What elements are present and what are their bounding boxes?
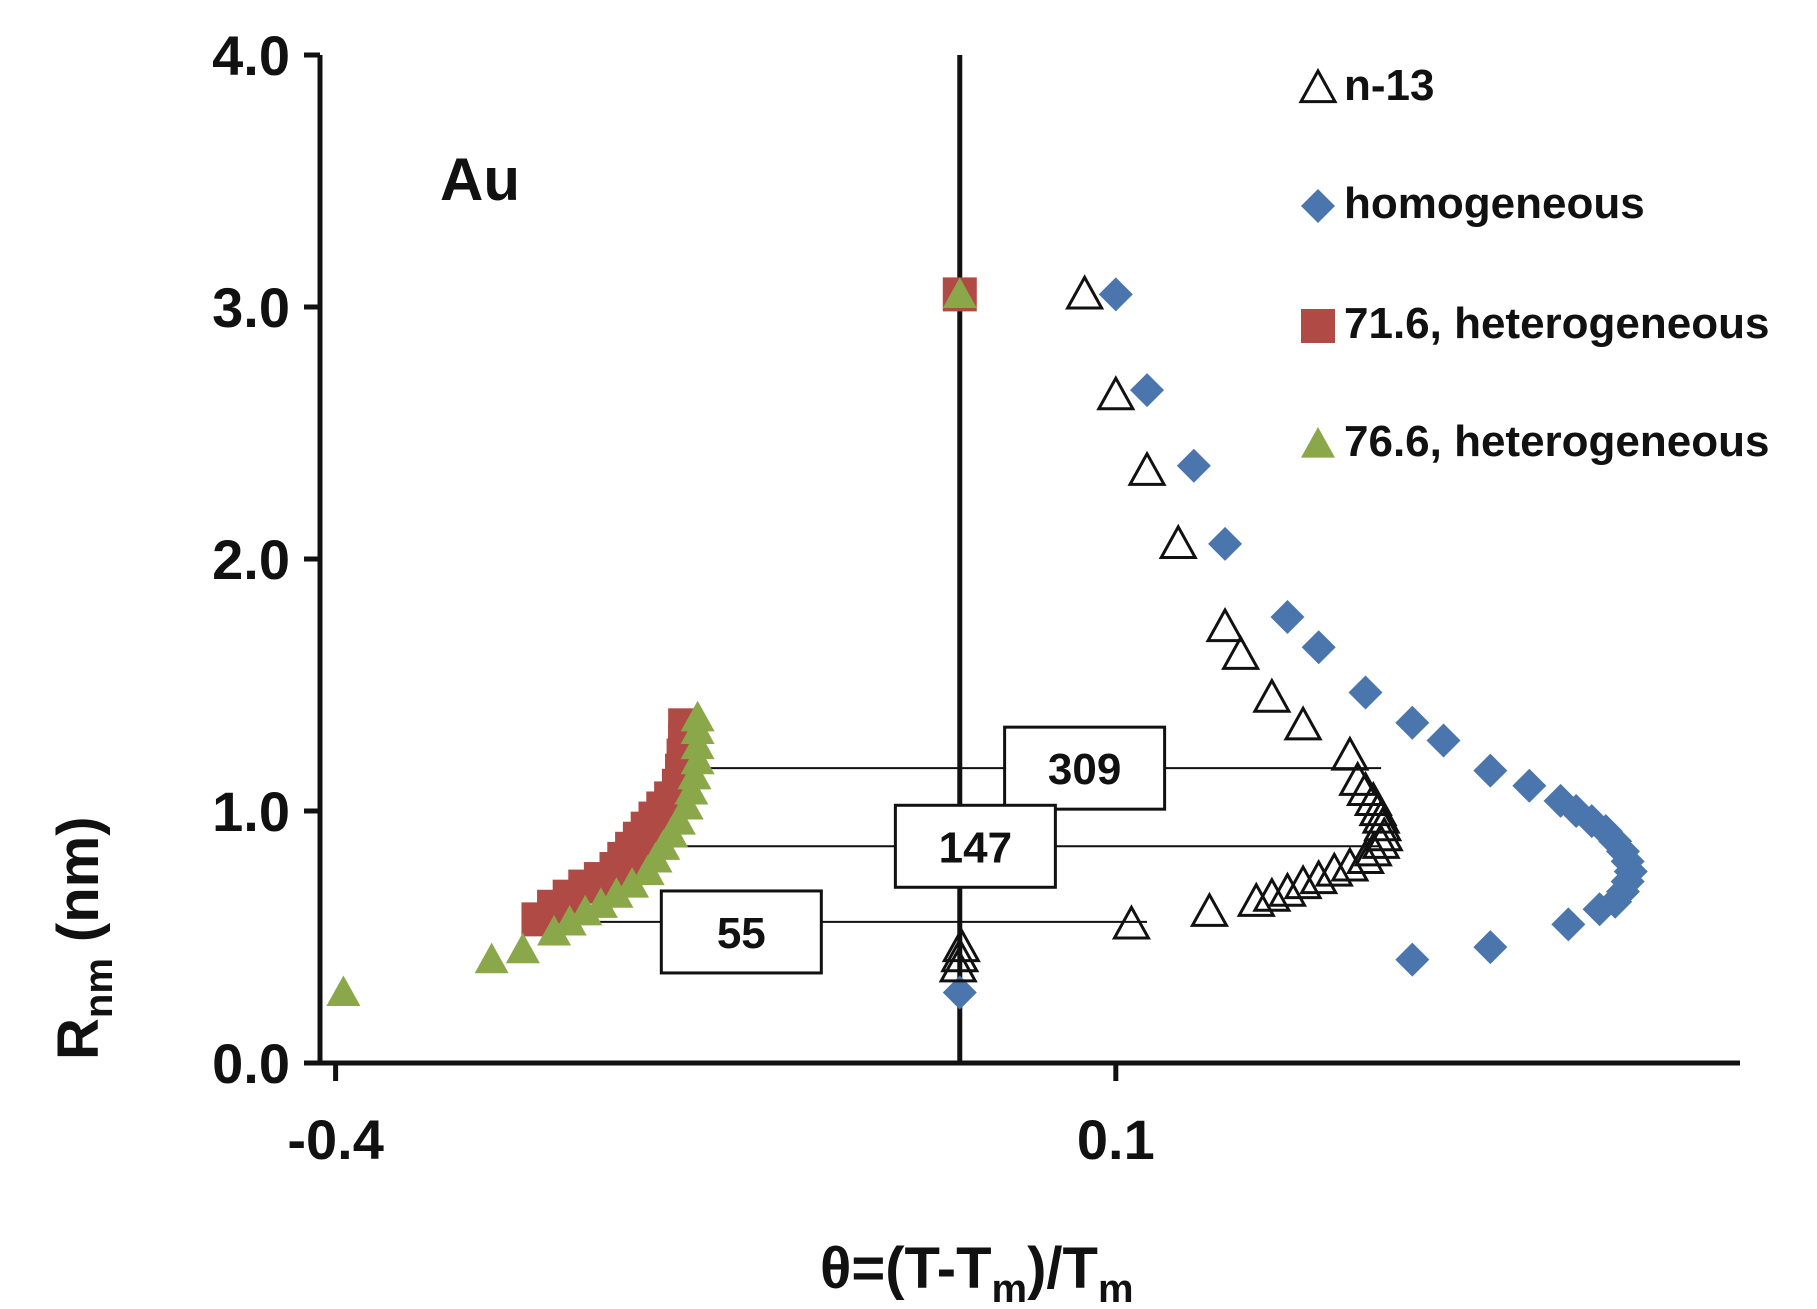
y-tick-label: 0.0 <box>212 1032 290 1095</box>
legend: n-13 homogeneous 71.6, heterogeneous 76.6, … <box>1298 61 1769 466</box>
data-point <box>1299 858 1339 895</box>
data-point <box>537 914 572 946</box>
data-point <box>1473 930 1508 965</box>
data-point <box>1252 876 1292 912</box>
data-point <box>1353 780 1393 817</box>
data-point <box>938 947 978 983</box>
legend-marker <box>1301 309 1335 343</box>
data-point <box>1111 904 1151 940</box>
data-point <box>1252 677 1292 713</box>
y-axis-title-unit: (nm) <box>46 816 111 942</box>
data-point <box>1236 881 1276 917</box>
legend-marker <box>1298 67 1338 104</box>
series-0 <box>938 274 1404 983</box>
y-tick-label: 1.0 <box>212 780 290 843</box>
y-tick-label: 3.0 <box>212 276 290 339</box>
data-point <box>1176 448 1211 483</box>
y-axis-title-subscript: nm <box>77 958 121 1018</box>
x-axis-title-sub-2: m <box>1098 1267 1134 1309</box>
data-point <box>1189 891 1229 927</box>
data-point <box>599 877 634 908</box>
data-point <box>583 887 618 918</box>
data-point <box>1395 705 1430 740</box>
x-axis-title-part-1: θ=(T-T <box>820 1236 992 1301</box>
data-point <box>1395 942 1430 977</box>
data-point <box>1267 871 1308 907</box>
data-point <box>1338 760 1378 796</box>
data-point <box>1098 277 1133 312</box>
data-point <box>1426 723 1461 758</box>
data-point <box>474 942 509 974</box>
legend-marker <box>1301 427 1335 458</box>
data-point <box>552 904 587 936</box>
series-3 <box>326 277 977 1007</box>
data-point <box>1512 768 1547 803</box>
series-1 <box>942 277 1648 1010</box>
data-point <box>1301 630 1336 665</box>
bracket-box-label: 55 <box>717 909 766 958</box>
data-point <box>1348 675 1383 710</box>
legend-label: n-13 <box>1344 61 1434 110</box>
data-point <box>1065 274 1105 310</box>
data-point <box>680 700 715 732</box>
data-point <box>1364 816 1404 852</box>
plot-area: 0.0 1.0 2.0 3.0 4.0 -0.4 0.1 309 147 55 <box>212 24 1740 1171</box>
data-point <box>615 867 650 898</box>
y-axis-title: Rnm (nm) <box>46 816 121 1060</box>
data-point <box>941 926 981 963</box>
y-axis-title-main: R <box>46 1018 111 1060</box>
data-point <box>1158 523 1198 559</box>
data-point <box>1205 606 1245 643</box>
data-point <box>1208 526 1243 561</box>
data-point <box>1314 851 1354 887</box>
bracket-box <box>659 889 823 975</box>
legend-marker <box>1301 189 1335 223</box>
annotation-au: Au <box>440 146 520 213</box>
x-tick-label: 0.1 <box>1077 1108 1155 1171</box>
data-point <box>942 975 977 1010</box>
legend-label: 71.6, heterogeneous <box>1344 299 1769 348</box>
data-point <box>1283 705 1323 741</box>
data-point <box>1473 753 1508 788</box>
data-point <box>940 937 980 973</box>
data-point <box>1270 599 1305 634</box>
x-axis-title-part-2: )/T <box>1027 1236 1098 1301</box>
data-point <box>1551 907 1586 942</box>
data-point <box>1130 373 1165 408</box>
bracket-box-label: 147 <box>939 823 1012 872</box>
x-axis-title-sub-1: m <box>992 1267 1028 1309</box>
data-point <box>1221 634 1261 670</box>
data-point <box>1283 863 1323 900</box>
bracket-box <box>893 803 1057 889</box>
y-tick-label: 2.0 <box>212 528 290 591</box>
x-axis-title: θ=(T-Tm)/Tm <box>820 1236 1134 1309</box>
y-tick-label: 4.0 <box>212 24 290 87</box>
bracket-box-label: 309 <box>1048 745 1121 794</box>
data-point <box>1543 783 1578 818</box>
data-point <box>942 277 977 308</box>
data-point <box>1127 450 1167 486</box>
data-point <box>505 932 540 964</box>
data-point <box>1096 375 1136 411</box>
bracket-box <box>1003 725 1167 811</box>
data-point <box>326 975 361 1007</box>
data-point <box>1345 770 1386 806</box>
legend-label: homogeneous <box>1344 179 1645 228</box>
data-point <box>1330 735 1370 771</box>
legend-label: 76.6, heterogeneous <box>1344 417 1769 466</box>
x-tick-label: -0.4 <box>287 1108 384 1171</box>
